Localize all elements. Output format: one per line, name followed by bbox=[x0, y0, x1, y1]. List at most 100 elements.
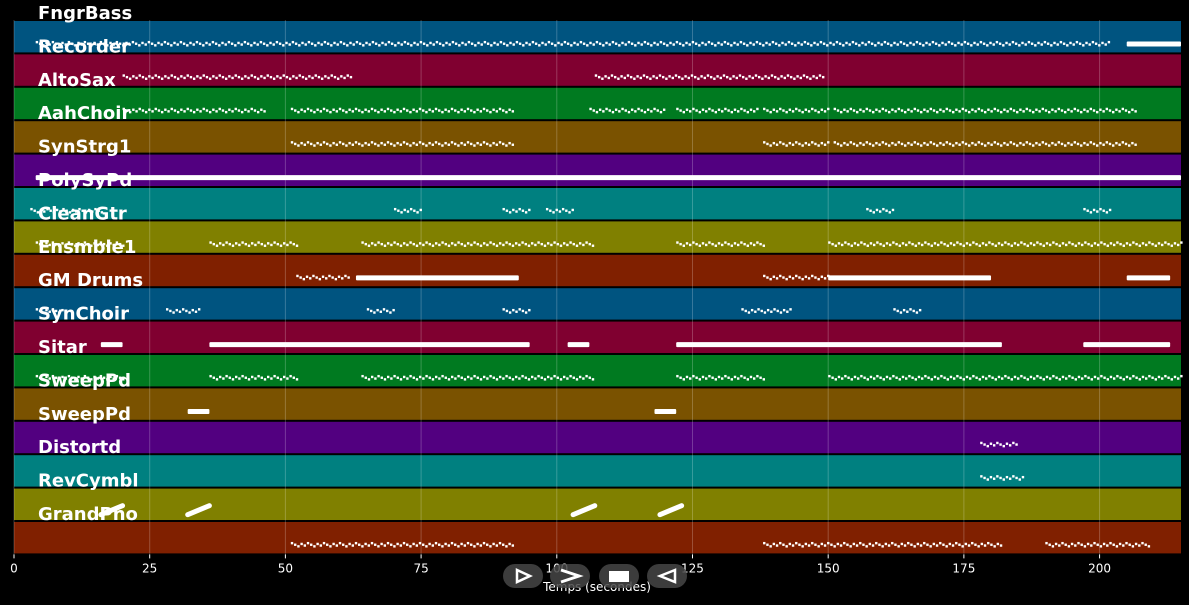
note bbox=[834, 244, 837, 247]
note bbox=[853, 242, 857, 245]
note-bar bbox=[1083, 342, 1171, 348]
note bbox=[990, 543, 993, 546]
note bbox=[338, 107, 342, 111]
forward-button[interactable] bbox=[550, 564, 590, 588]
note bbox=[83, 40, 87, 44]
note bbox=[100, 211, 104, 214]
note bbox=[451, 40, 455, 44]
note bbox=[502, 142, 505, 146]
note-run bbox=[35, 308, 64, 314]
note bbox=[508, 141, 511, 145]
note bbox=[1154, 244, 1157, 247]
note bbox=[511, 143, 515, 146]
note bbox=[348, 141, 351, 145]
playback-controls bbox=[500, 562, 690, 590]
note bbox=[920, 144, 923, 147]
note bbox=[882, 378, 885, 381]
note bbox=[1032, 144, 1035, 147]
note bbox=[759, 242, 762, 246]
note bbox=[708, 241, 711, 244]
note bbox=[568, 211, 571, 214]
note bbox=[1099, 141, 1102, 145]
note bbox=[74, 244, 77, 247]
note bbox=[588, 376, 591, 379]
note bbox=[788, 108, 792, 111]
note bbox=[1041, 107, 1045, 111]
note-run bbox=[676, 107, 759, 114]
note bbox=[512, 308, 515, 312]
note bbox=[227, 40, 231, 44]
note bbox=[846, 143, 849, 146]
note bbox=[938, 44, 941, 47]
note bbox=[833, 107, 837, 111]
note bbox=[87, 208, 91, 212]
note bbox=[1024, 43, 1027, 46]
note bbox=[1072, 43, 1075, 46]
note bbox=[45, 308, 48, 312]
note bbox=[330, 74, 333, 77]
note bbox=[778, 44, 781, 47]
play-button[interactable] bbox=[503, 564, 543, 588]
note bbox=[798, 543, 801, 546]
note-bar bbox=[828, 275, 992, 281]
note bbox=[870, 42, 874, 45]
note bbox=[578, 242, 582, 245]
note bbox=[746, 244, 750, 247]
note bbox=[618, 110, 621, 113]
note bbox=[125, 41, 128, 45]
note bbox=[109, 375, 112, 379]
note bbox=[134, 42, 138, 45]
note bbox=[1052, 241, 1055, 244]
note bbox=[936, 243, 940, 247]
note bbox=[996, 109, 1000, 112]
note bbox=[882, 244, 885, 247]
note bbox=[1077, 541, 1080, 545]
note bbox=[888, 110, 891, 114]
x-tick-label: 25 bbox=[142, 561, 157, 575]
note bbox=[374, 42, 378, 45]
note bbox=[960, 43, 963, 46]
note bbox=[772, 275, 776, 278]
note bbox=[895, 376, 898, 379]
stop-button[interactable] bbox=[599, 564, 639, 588]
note bbox=[675, 40, 679, 44]
note bbox=[704, 43, 707, 46]
note bbox=[881, 545, 884, 548]
track-lane bbox=[14, 254, 1181, 287]
note bbox=[989, 475, 993, 479]
note bbox=[367, 378, 371, 381]
note bbox=[928, 43, 931, 46]
note bbox=[740, 241, 743, 244]
note bbox=[419, 208, 422, 212]
note bbox=[1009, 107, 1013, 111]
note bbox=[260, 242, 264, 246]
note bbox=[505, 309, 509, 313]
note bbox=[251, 375, 254, 379]
note bbox=[64, 377, 67, 380]
note-run bbox=[30, 207, 104, 214]
note bbox=[94, 207, 97, 211]
rewind-button[interactable] bbox=[647, 564, 687, 588]
note bbox=[1048, 243, 1052, 247]
note bbox=[720, 43, 723, 46]
note bbox=[585, 374, 588, 378]
note bbox=[374, 109, 377, 112]
note bbox=[958, 143, 961, 146]
note-run bbox=[1045, 541, 1151, 548]
note bbox=[42, 311, 45, 314]
note bbox=[1023, 242, 1026, 246]
note bbox=[860, 374, 863, 378]
note bbox=[579, 40, 583, 44]
note bbox=[273, 241, 276, 244]
note bbox=[241, 374, 244, 378]
note bbox=[679, 109, 682, 112]
note bbox=[1048, 377, 1052, 380]
note bbox=[1070, 542, 1074, 546]
note bbox=[528, 43, 531, 46]
note bbox=[952, 377, 956, 380]
note bbox=[759, 376, 762, 379]
note bbox=[843, 108, 846, 111]
note bbox=[737, 377, 740, 380]
note bbox=[222, 243, 225, 247]
note bbox=[374, 377, 377, 380]
